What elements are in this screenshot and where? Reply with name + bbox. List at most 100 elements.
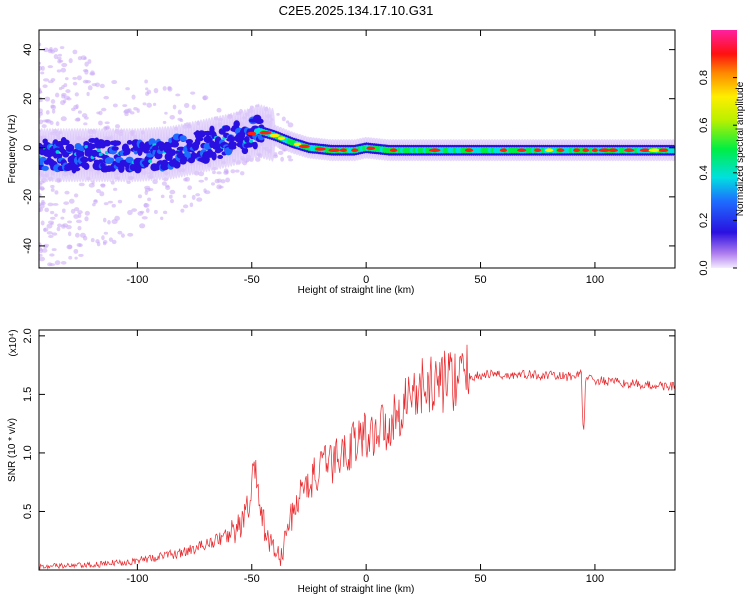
spectral-blob (173, 160, 181, 169)
spectral-blob (64, 77, 69, 81)
spectral-blob (177, 109, 182, 115)
spectral-blob (191, 104, 196, 110)
spectral-blob (77, 213, 82, 219)
spectral-blob (84, 210, 90, 216)
spectral-blob (90, 70, 95, 76)
spectral-blob (183, 177, 188, 182)
spectral-blob (39, 90, 43, 94)
spectral-blob (113, 187, 118, 191)
spectral-blob (73, 214, 79, 219)
spectral-blob (180, 208, 185, 213)
spectral-blob (276, 112, 280, 116)
spectral-blob (41, 248, 48, 253)
spectral-blob (389, 148, 398, 153)
spectral-blob (99, 191, 105, 197)
spectral-blob (67, 231, 72, 237)
spectral-blob (127, 232, 134, 237)
spectral-blob (73, 193, 79, 198)
spectral-blob (51, 108, 56, 114)
spectral-blob (137, 211, 144, 216)
spectrogram-y-ticks: -40 -20 0 20 40 (22, 44, 675, 254)
spectral-blob (189, 202, 194, 208)
spectral-blob (196, 197, 203, 202)
spectrogram-y-label: Frequency (Hz) (7, 115, 18, 184)
spectral-blob (160, 194, 165, 199)
spectral-blob (298, 144, 310, 149)
colorbar: 0.0 0.2 0.4 0.6 0.8 Normalized spectral ampl… (698, 30, 746, 276)
spectral-blob (56, 153, 63, 159)
spectral-blob (72, 49, 78, 55)
spectral-blob (639, 148, 651, 153)
x-tick-label: -50 (244, 274, 260, 286)
spectral-blob (133, 107, 138, 111)
spectral-blob (84, 61, 89, 67)
spectral-blob (122, 104, 128, 108)
spectral-blob (144, 190, 149, 196)
spectral-blob (72, 76, 78, 80)
spectral-blob (50, 222, 54, 226)
snr-series-line (39, 344, 675, 570)
spectral-blob (61, 224, 66, 229)
spectral-blob (235, 169, 240, 173)
colorbar-tick-label: 0.8 (698, 70, 710, 85)
spectral-blob (47, 65, 54, 69)
y-tick-label: 0.5 (22, 504, 34, 519)
spectral-blob (169, 189, 176, 195)
spectral-blob (100, 183, 106, 187)
spectral-blob (277, 136, 286, 141)
spectral-blob (164, 111, 168, 115)
spectral-blob (50, 184, 55, 189)
spectral-blob (60, 216, 65, 220)
spectral-blob (241, 147, 249, 155)
spectral-blob (182, 194, 187, 198)
spectral-blob (61, 139, 70, 146)
spectral-blob (76, 117, 81, 122)
spectral-blob (60, 261, 67, 265)
spectral-blob (56, 226, 61, 232)
spectral-blob (96, 111, 101, 115)
spectral-blob (211, 182, 216, 186)
spectral-blob (671, 147, 675, 154)
x-tick-label: 0 (363, 573, 369, 585)
spectral-blob (91, 83, 97, 87)
spectral-blob (47, 262, 53, 267)
snr-x-label: Height of straight line (km) (298, 584, 415, 595)
spectral-blob (191, 194, 196, 200)
spectral-blob (88, 143, 97, 150)
spectral-blob (172, 104, 177, 110)
spectrogram-panel: -100 -50 0 50 100 -40 -20 0 20 40 Height of stra… (7, 29, 676, 296)
spectral-blob (160, 216, 164, 221)
spectral-blob (220, 179, 226, 184)
spectral-blob (92, 202, 96, 207)
spectral-blob (102, 139, 112, 147)
colorbar-label: Normalized spectral amplitude (735, 81, 746, 216)
spectral-blob (141, 216, 148, 220)
spectral-blob (77, 210, 83, 215)
spectral-blob (74, 256, 78, 260)
spectral-blob (46, 231, 53, 235)
spectral-blob (95, 189, 101, 194)
y-tick-label: 1.5 (22, 387, 34, 402)
spectral-blob (281, 116, 286, 122)
spectral-blob (225, 177, 231, 183)
spectral-blob (84, 145, 89, 149)
spectral-blob (43, 47, 49, 53)
spectral-blob (103, 217, 107, 223)
spectral-blob (556, 148, 565, 153)
spectral-blob (146, 102, 152, 108)
spectral-blob (105, 125, 111, 130)
spectral-blob (233, 120, 240, 128)
spectral-blob (49, 46, 53, 52)
spectral-blob (314, 147, 326, 151)
spectral-blob (39, 119, 44, 125)
spectral-blob (43, 228, 47, 232)
spectral-blob (52, 203, 59, 206)
spectral-blob (45, 110, 50, 115)
spectral-blob (202, 95, 209, 101)
spectral-blob (56, 69, 62, 73)
spectral-blob (81, 113, 88, 118)
spectral-blob (93, 199, 98, 203)
spectral-blob (67, 220, 73, 224)
spectral-blob (179, 118, 184, 122)
